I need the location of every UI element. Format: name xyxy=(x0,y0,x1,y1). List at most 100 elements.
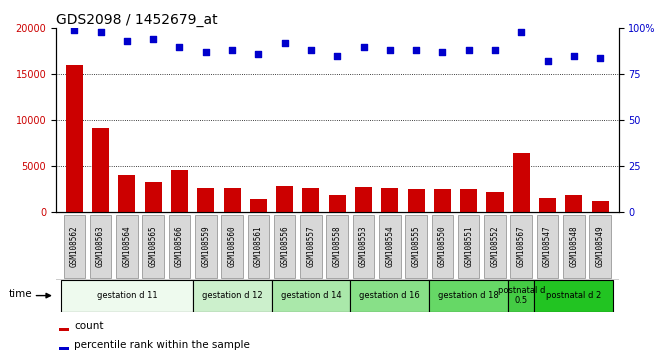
Bar xyxy=(250,199,267,212)
Point xyxy=(306,47,316,53)
FancyBboxPatch shape xyxy=(590,215,611,278)
Point xyxy=(358,44,368,50)
Text: gestation d 11: gestation d 11 xyxy=(97,291,157,300)
FancyBboxPatch shape xyxy=(405,215,427,278)
Point xyxy=(595,55,605,61)
Text: GSM108567: GSM108567 xyxy=(517,225,526,267)
Point xyxy=(148,36,159,42)
Text: GSM108551: GSM108551 xyxy=(464,225,473,267)
Bar xyxy=(434,189,451,212)
Bar xyxy=(513,154,530,212)
Point xyxy=(437,50,447,55)
FancyBboxPatch shape xyxy=(168,215,190,278)
FancyBboxPatch shape xyxy=(511,215,532,278)
FancyBboxPatch shape xyxy=(508,280,534,312)
Bar xyxy=(171,170,188,212)
FancyBboxPatch shape xyxy=(300,215,322,278)
Bar xyxy=(381,188,398,212)
Text: GSM108562: GSM108562 xyxy=(70,225,79,267)
Bar xyxy=(92,128,109,212)
Text: GSM108547: GSM108547 xyxy=(543,225,552,267)
Text: GSM108560: GSM108560 xyxy=(228,225,237,267)
Point xyxy=(227,47,238,53)
Text: GSM108554: GSM108554 xyxy=(386,225,394,267)
Text: gestation d 16: gestation d 16 xyxy=(359,291,420,300)
Bar xyxy=(486,192,503,212)
FancyBboxPatch shape xyxy=(563,215,584,278)
Text: GSM108561: GSM108561 xyxy=(254,225,263,267)
Bar xyxy=(407,189,424,212)
Text: gestation d 12: gestation d 12 xyxy=(202,291,263,300)
Bar xyxy=(565,195,582,212)
Text: postnatal d 2: postnatal d 2 xyxy=(546,291,601,300)
Text: GSM108563: GSM108563 xyxy=(96,225,105,267)
FancyBboxPatch shape xyxy=(61,280,193,312)
Bar xyxy=(145,182,162,212)
Point xyxy=(201,50,211,55)
Text: gestation d 18: gestation d 18 xyxy=(438,291,499,300)
FancyBboxPatch shape xyxy=(116,215,138,278)
Bar xyxy=(460,189,477,212)
Text: time: time xyxy=(9,289,32,299)
Text: GSM108557: GSM108557 xyxy=(307,225,315,267)
Bar xyxy=(303,188,320,212)
FancyBboxPatch shape xyxy=(221,215,243,278)
Point xyxy=(384,47,395,53)
Text: percentile rank within the sample: percentile rank within the sample xyxy=(74,339,250,350)
Bar xyxy=(197,188,215,212)
Bar xyxy=(118,175,136,212)
FancyBboxPatch shape xyxy=(90,215,111,278)
FancyBboxPatch shape xyxy=(537,215,559,278)
FancyBboxPatch shape xyxy=(274,215,295,278)
Bar xyxy=(592,201,609,212)
Text: GSM108566: GSM108566 xyxy=(175,225,184,267)
FancyBboxPatch shape xyxy=(350,280,429,312)
FancyBboxPatch shape xyxy=(432,215,453,278)
Text: GSM108553: GSM108553 xyxy=(359,225,368,267)
Text: GDS2098 / 1452679_at: GDS2098 / 1452679_at xyxy=(56,13,218,27)
FancyBboxPatch shape xyxy=(379,215,401,278)
Bar xyxy=(329,195,345,212)
Text: GSM108559: GSM108559 xyxy=(201,225,211,267)
FancyBboxPatch shape xyxy=(458,215,480,278)
Text: GSM108558: GSM108558 xyxy=(333,225,342,267)
Text: GSM108548: GSM108548 xyxy=(569,225,578,267)
Text: GSM108565: GSM108565 xyxy=(149,225,158,267)
Text: GSM108564: GSM108564 xyxy=(122,225,132,267)
FancyBboxPatch shape xyxy=(326,215,348,278)
FancyBboxPatch shape xyxy=(195,215,216,278)
Point xyxy=(280,40,290,46)
Point xyxy=(122,38,132,44)
Bar xyxy=(66,65,83,212)
Point xyxy=(463,47,474,53)
FancyBboxPatch shape xyxy=(64,215,85,278)
Text: GSM108555: GSM108555 xyxy=(412,225,420,267)
Bar xyxy=(224,188,241,212)
Point xyxy=(253,51,264,57)
FancyBboxPatch shape xyxy=(353,215,374,278)
Text: postnatal d
0.5: postnatal d 0.5 xyxy=(497,286,545,305)
Text: gestation d 14: gestation d 14 xyxy=(280,291,342,300)
FancyBboxPatch shape xyxy=(484,215,506,278)
Text: GSM108550: GSM108550 xyxy=(438,225,447,267)
Bar xyxy=(355,187,372,212)
Point xyxy=(332,53,343,59)
FancyBboxPatch shape xyxy=(272,280,350,312)
FancyBboxPatch shape xyxy=(247,215,269,278)
Text: GSM108552: GSM108552 xyxy=(490,225,499,267)
Point xyxy=(69,27,80,33)
FancyBboxPatch shape xyxy=(534,280,613,312)
Point xyxy=(542,59,553,64)
Point xyxy=(516,29,526,35)
Text: GSM108549: GSM108549 xyxy=(595,225,605,267)
Point xyxy=(95,29,106,35)
Point xyxy=(569,53,579,59)
Point xyxy=(174,44,185,50)
Bar xyxy=(59,329,69,331)
Bar xyxy=(276,186,293,212)
Text: GSM108556: GSM108556 xyxy=(280,225,289,267)
FancyBboxPatch shape xyxy=(429,280,508,312)
Bar xyxy=(59,347,69,350)
Point xyxy=(490,47,500,53)
Point xyxy=(411,47,421,53)
